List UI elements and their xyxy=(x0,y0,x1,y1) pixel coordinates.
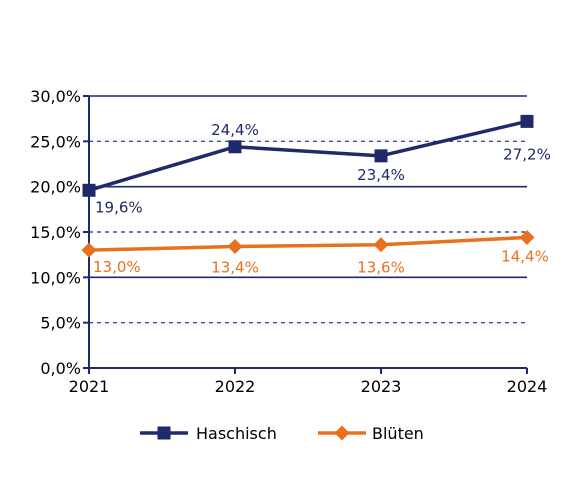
y-tick-label: 10,0% xyxy=(30,268,81,287)
data-point-diamond xyxy=(227,239,243,255)
y-tick-label: 25,0% xyxy=(30,132,81,151)
data-label: 14,4% xyxy=(501,247,549,265)
data-point-square xyxy=(520,114,534,128)
x-tick-label: 2022 xyxy=(215,377,256,396)
data-label: 13,6% xyxy=(357,259,405,277)
series-line-blueten xyxy=(88,235,528,252)
data-point-square xyxy=(82,183,96,197)
y-tick-label: 0,0% xyxy=(40,359,81,378)
data-point-diamond xyxy=(81,242,97,258)
y-tick-label: 5,0% xyxy=(40,314,81,333)
data-label: 27,2% xyxy=(503,145,551,163)
data-point-diamond xyxy=(519,229,535,245)
data-point-square xyxy=(374,149,388,163)
series-line-haschisch xyxy=(88,119,528,192)
y-tick-label: 15,0% xyxy=(30,223,81,242)
data-label: 19,6% xyxy=(95,198,143,216)
x-tick-label: 2023 xyxy=(361,377,402,396)
data-label: 24,4% xyxy=(211,121,259,139)
data-label: 13,0% xyxy=(93,258,141,276)
legend-marker-diamond xyxy=(334,425,350,441)
y-tick-label: 20,0% xyxy=(30,178,81,197)
x-tick-label: 2021 xyxy=(69,377,110,396)
legend-marker-square xyxy=(157,426,171,440)
data-point-diamond xyxy=(373,237,389,253)
data-label: 13,4% xyxy=(211,259,259,277)
data-point-square xyxy=(228,140,242,154)
x-tick-label: 2024 xyxy=(507,377,548,396)
legend-label: Blüten xyxy=(372,424,424,443)
data-label: 23,4% xyxy=(357,166,405,184)
y-tick-label: 30,0% xyxy=(30,87,81,106)
legend-label: Haschisch xyxy=(196,424,277,443)
